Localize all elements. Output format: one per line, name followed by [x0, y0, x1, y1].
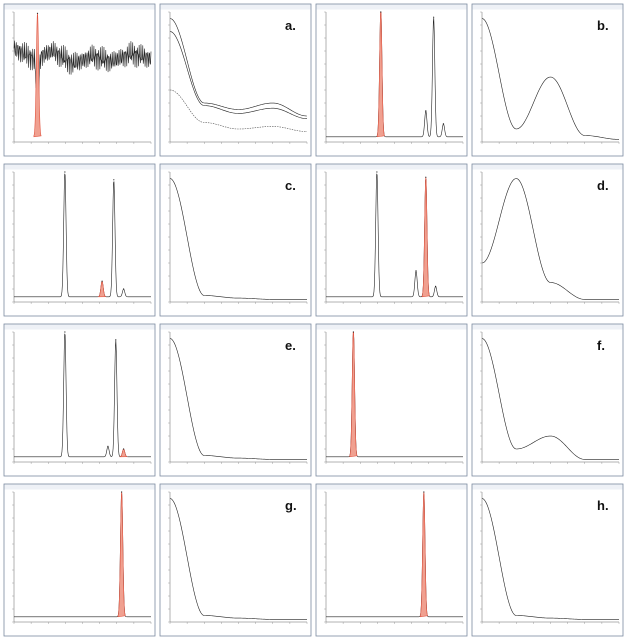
panel-frame — [471, 163, 624, 317]
peak-apex-0 — [376, 171, 378, 173]
panel-g-chromatogram — [3, 483, 156, 637]
panel-titlebar — [316, 324, 467, 330]
chromatogram-trace — [326, 173, 463, 298]
panel-frame — [3, 3, 156, 157]
panel-frame — [3, 163, 156, 317]
panel-frame — [471, 323, 624, 477]
spectrum-series-0 — [169, 338, 307, 460]
panel-frame — [471, 483, 624, 637]
panel-titlebar — [472, 484, 623, 490]
peak-apex-0 — [380, 11, 382, 13]
peak-apex-1 — [107, 445, 109, 447]
peak-apex-2 — [115, 339, 117, 341]
peak-apex-1 — [425, 110, 427, 112]
peak-apex-0 — [64, 171, 66, 173]
panel-frame — [315, 3, 468, 157]
panel-b-spectrum: b. — [471, 3, 624, 157]
chromatogram-trace — [326, 492, 463, 618]
panel-frame — [3, 483, 156, 637]
panel-h-chromatogram — [315, 483, 468, 637]
peak-apex-2 — [113, 179, 115, 181]
panel-titlebar — [160, 164, 311, 170]
panel-f-chromatogram — [315, 323, 468, 477]
chromatogram-trace — [14, 173, 151, 298]
peak-apex-3 — [123, 448, 125, 450]
panel-d-chromatogram — [315, 163, 468, 317]
peak-apex-0 — [352, 331, 354, 333]
spectrum-series-0 — [169, 18, 308, 117]
peak-apex-3 — [435, 285, 437, 287]
peak-apex-1 — [415, 270, 417, 272]
peak-apex-2 — [433, 16, 435, 18]
panel-titlebar — [160, 484, 311, 490]
panel-frame — [315, 483, 468, 637]
panel-a-spectrum: a. — [159, 3, 312, 157]
panel-titlebar — [316, 4, 467, 10]
panel-titlebar — [4, 324, 155, 330]
panel-titlebar — [4, 4, 155, 10]
panel-label-d: d. — [597, 178, 609, 193]
peak-apex-0 — [36, 12, 39, 14]
panel-frame — [159, 3, 312, 157]
panel-label-b: b. — [597, 18, 609, 33]
panel-c-spectrum: c. — [159, 163, 312, 317]
panel-frame — [159, 483, 312, 637]
spectrum-series-1 — [169, 31, 308, 119]
peak-apex-0 — [121, 491, 123, 493]
panel-label-e: e. — [285, 338, 296, 353]
peak-apex-2 — [425, 176, 427, 178]
spectrum-series-0 — [481, 498, 619, 620]
panel-e-chromatogram — [3, 323, 156, 477]
panel-titlebar — [160, 4, 311, 10]
chromatogram-trace — [14, 333, 151, 458]
peak-apex-0 — [64, 331, 66, 333]
peak-apex-3 — [442, 123, 445, 125]
panel-frame — [471, 3, 624, 157]
spectrum-series-0 — [481, 338, 619, 460]
panel-b-chromatogram — [315, 3, 468, 157]
panel-label-h: h. — [597, 498, 609, 513]
panel-frame — [3, 323, 156, 477]
panel-e-spectrum: e. — [159, 323, 312, 477]
panel-titlebar — [472, 4, 623, 10]
spectrum-series-0 — [169, 178, 307, 300]
spectrum-series-0 — [481, 18, 620, 140]
panel-frame — [315, 323, 468, 477]
panel-g-spectrum: g. — [159, 483, 312, 637]
panel-titlebar — [4, 484, 155, 490]
chromatogram-trace — [14, 492, 151, 618]
panel-d-spectrum: d. — [471, 163, 624, 317]
peak-apex-0 — [423, 491, 425, 493]
panel-titlebar — [4, 164, 155, 170]
panel-frame — [159, 323, 312, 477]
panel-label-a: a. — [285, 18, 296, 33]
panel-titlebar — [472, 164, 623, 170]
panel-h-spectrum: h. — [471, 483, 624, 637]
panel-c-chromatogram — [3, 163, 156, 317]
panel-titlebar — [160, 324, 311, 330]
chromatogram-trace — [326, 11, 463, 138]
panel-frame — [159, 163, 312, 317]
panel-titlebar — [316, 164, 467, 170]
chromatogram-trace — [326, 331, 463, 458]
peak-apex-3 — [123, 288, 125, 290]
panel-a-chromatogram — [3, 3, 156, 157]
panel-label-g: g. — [285, 498, 297, 513]
panel-frame — [315, 163, 468, 317]
panel-titlebar — [472, 324, 623, 330]
spectrum-series-0 — [481, 178, 619, 300]
peak-apex-1 — [101, 280, 103, 282]
spectrum-series-0 — [169, 498, 307, 620]
spectrum-series-2 — [169, 89, 308, 132]
panel-titlebar — [316, 484, 467, 490]
panel-f-spectrum: f. — [471, 323, 624, 477]
panel-label-f: f. — [597, 338, 605, 353]
panel-label-c: c. — [285, 178, 296, 193]
